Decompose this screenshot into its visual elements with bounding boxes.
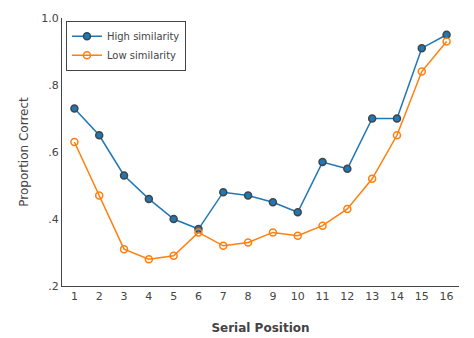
svg-text:.2: .2 <box>48 280 59 293</box>
svg-text:8: 8 <box>245 290 252 303</box>
svg-text:16: 16 <box>440 290 454 303</box>
svg-text:6: 6 <box>195 290 202 303</box>
svg-text:High similarity: High similarity <box>107 31 179 42</box>
svg-text:7: 7 <box>220 290 227 303</box>
svg-text:Serial Position: Serial Position <box>211 321 309 335</box>
svg-text:15: 15 <box>415 290 429 303</box>
svg-text:2: 2 <box>96 290 103 303</box>
svg-text:10: 10 <box>291 290 305 303</box>
svg-text:3: 3 <box>121 290 128 303</box>
svg-text:.6: .6 <box>48 146 59 159</box>
svg-text:.4: .4 <box>48 213 59 226</box>
svg-text:5: 5 <box>170 290 177 303</box>
svg-text:4: 4 <box>145 290 152 303</box>
svg-text:Low similarity: Low similarity <box>107 50 176 61</box>
svg-text:12: 12 <box>340 290 354 303</box>
svg-text:11: 11 <box>316 290 330 303</box>
svg-text:9: 9 <box>269 290 276 303</box>
svg-text:1: 1 <box>71 290 78 303</box>
svg-text:13: 13 <box>365 290 379 303</box>
svg-text:Proportion Correct: Proportion Correct <box>17 97 31 207</box>
svg-text:.8: .8 <box>48 79 59 92</box>
svg-text:1.0: 1.0 <box>41 12 59 25</box>
svg-text:14: 14 <box>390 290 404 303</box>
